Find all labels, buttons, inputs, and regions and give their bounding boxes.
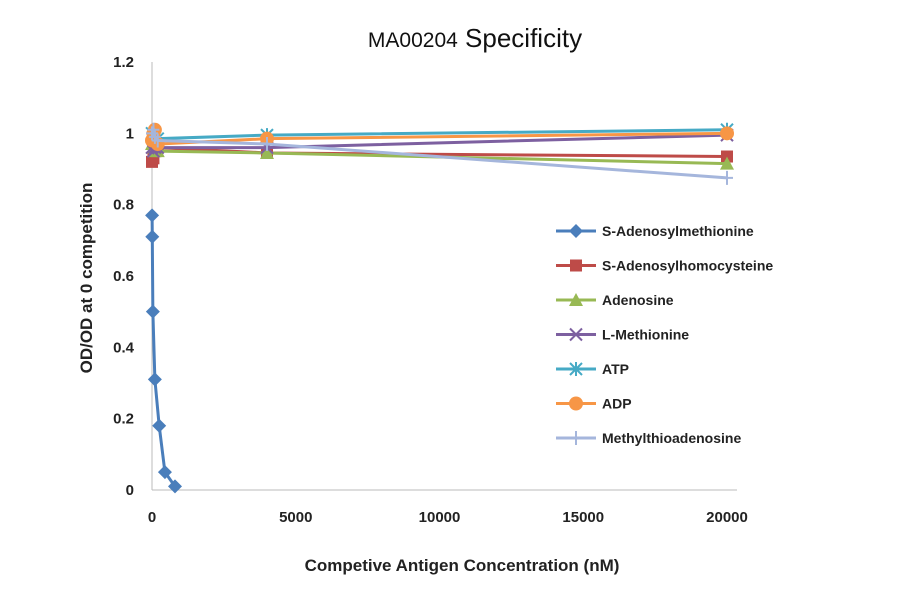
- data-point: [260, 145, 274, 159]
- data-point: [151, 133, 164, 148]
- legend-entry: Adenosine: [556, 292, 674, 308]
- data-point: [147, 372, 162, 387]
- data-point: [720, 156, 734, 170]
- legend-entry: L-Methionine: [556, 327, 689, 343]
- chart-title: MA00204 Specificity: [368, 23, 582, 53]
- y-tick-label: 0: [126, 482, 134, 499]
- data-point: [721, 150, 733, 163]
- y-axis-label: OD/OD at 0 competition: [77, 183, 96, 374]
- data-point: [569, 293, 583, 306]
- x-tick-label: 20000: [706, 509, 748, 526]
- data-point: [570, 431, 582, 445]
- data-point: [570, 259, 582, 272]
- data-point: [148, 129, 161, 144]
- legend-entry: ADP: [556, 396, 632, 412]
- legend-entry: S-Adenosylmethionine: [556, 223, 754, 239]
- data-point: [720, 126, 734, 141]
- legend-entry: S-Adenosylhomocysteine: [556, 258, 773, 274]
- title-prefix: MA00204: [368, 29, 458, 52]
- legend-label: S-Adenosylmethionine: [602, 223, 754, 239]
- data-point: [146, 126, 158, 141]
- data-point: [261, 137, 273, 152]
- y-tick-label: 1: [126, 125, 134, 142]
- series-line: [150, 146, 728, 163]
- series-s-adenosylhomocysteine: [146, 141, 733, 168]
- data-point: [147, 122, 160, 137]
- x-tick-label: 5000: [279, 509, 312, 526]
- data-point: [569, 224, 583, 238]
- legend-entry: Methylthioadenosine: [556, 430, 741, 446]
- legend-label: Adenosine: [602, 292, 674, 308]
- legend-label: Methylthioadenosine: [602, 430, 741, 446]
- series-line: [150, 215, 177, 488]
- y-tick-label: 1.2: [113, 54, 134, 71]
- series-methylthioadenosine: [146, 122, 733, 185]
- legend-label: S-Adenosylhomocysteine: [602, 258, 773, 274]
- x-tick-label: 10000: [419, 509, 461, 526]
- series-s-adenosylmethionine: [145, 208, 182, 494]
- legend-label: ADP: [602, 396, 632, 412]
- data-point: [145, 229, 160, 244]
- data-point: [145, 208, 160, 223]
- x-tick-label: 0: [148, 509, 156, 526]
- y-tick-label: 0.6: [113, 268, 134, 285]
- data-point: [145, 304, 160, 319]
- data-point: [569, 362, 583, 376]
- data-point: [569, 396, 583, 411]
- x-tick-label: 15000: [562, 509, 604, 526]
- legend-entry: ATP: [556, 361, 629, 377]
- data-point: [157, 465, 172, 480]
- y-tick-label: 0.8: [113, 197, 134, 214]
- legend-label: L-Methionine: [602, 327, 689, 343]
- y-tick-label: 0.4: [113, 339, 135, 356]
- legend-label: ATP: [602, 361, 629, 377]
- data-point: [569, 327, 583, 342]
- x-axis-label: Competive Antigen Concentration (nM): [305, 556, 620, 575]
- data-point: [168, 479, 182, 494]
- title-main: Specificity: [465, 23, 582, 53]
- data-point: [721, 170, 733, 185]
- y-tick-label: 0.2: [113, 411, 134, 428]
- data-point: [152, 418, 167, 433]
